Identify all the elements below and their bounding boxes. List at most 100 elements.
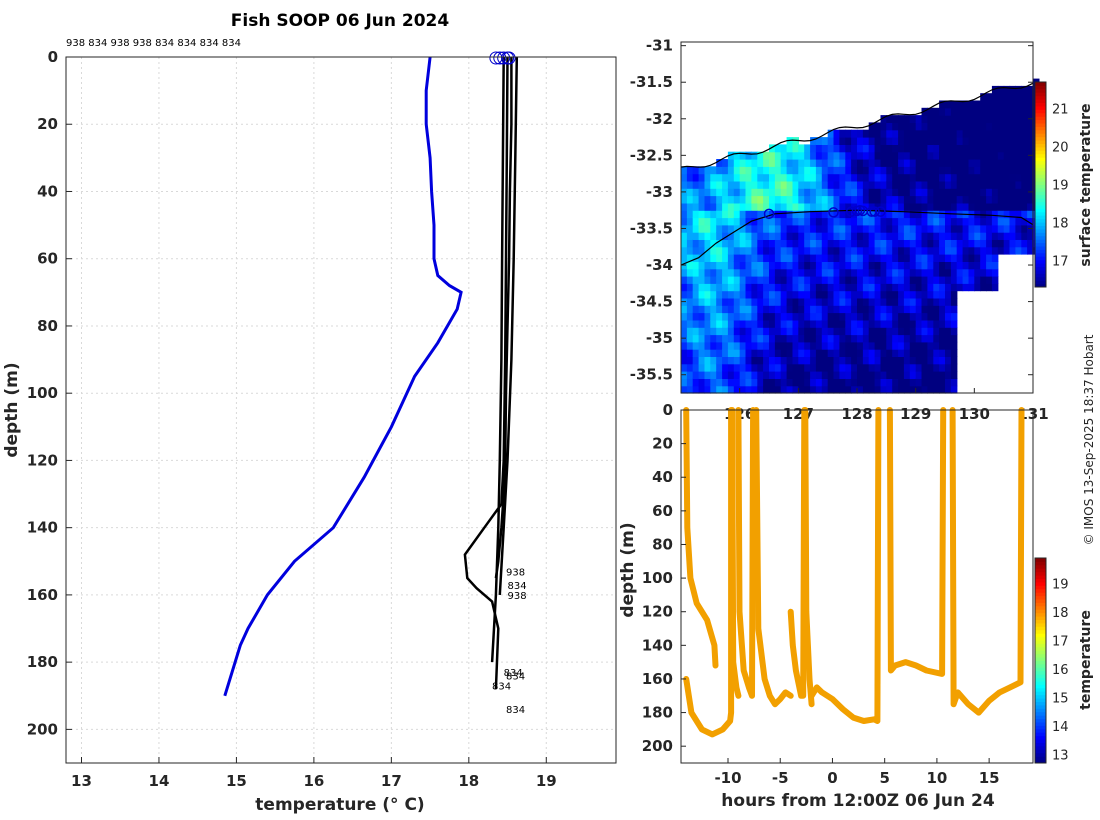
- sst-cell: [991, 180, 999, 189]
- sst-cell: [968, 137, 975, 145]
- sst-cell: [716, 305, 723, 314]
- sst-cell: [1003, 202, 1011, 211]
- sst-cell: [692, 312, 700, 321]
- sst-cell: [845, 239, 852, 248]
- sst-cell: [739, 297, 747, 306]
- sst-cell: [839, 224, 846, 233]
- sst-cell: [798, 371, 805, 379]
- sst-cell: [980, 202, 987, 211]
- sst-cell: [956, 107, 964, 116]
- sst-cell: [821, 254, 829, 262]
- sst-cell: [821, 224, 829, 233]
- sst-cell: [780, 254, 788, 262]
- sst-cell: [915, 202, 923, 211]
- sst-cell: [810, 327, 817, 336]
- sst-cell: [780, 356, 788, 365]
- sst-cell: [710, 261, 717, 270]
- sst-cell: [722, 173, 729, 182]
- sst-cell: [880, 290, 887, 299]
- sst-cell: [1015, 188, 1022, 197]
- sst-cell: [909, 276, 917, 284]
- sst-cell: [757, 261, 764, 270]
- sst-cell: [751, 254, 758, 262]
- sst-cell: [792, 290, 799, 299]
- sst-cell: [722, 246, 729, 255]
- sst-cell: [827, 290, 835, 299]
- sst-cell: [991, 239, 999, 248]
- sst-cell: [868, 312, 876, 321]
- sst-cell: [968, 268, 975, 277]
- profile-id-label: 834: [504, 668, 523, 679]
- sst-cell: [792, 195, 799, 204]
- sst-cell: [886, 137, 893, 145]
- sst-cell: [739, 254, 747, 262]
- sst-cell: [980, 224, 987, 233]
- sst-cell: [692, 319, 700, 328]
- sst-cell: [692, 246, 700, 255]
- sst-cell: [962, 195, 970, 204]
- sst-cell: [939, 319, 946, 328]
- sst-cell: [927, 378, 934, 387]
- sst-cell: [886, 246, 893, 255]
- section-y-tick-label: 200: [642, 737, 673, 755]
- sst-cell: [722, 210, 729, 219]
- sst-cell: [733, 195, 741, 204]
- sst-cell: [751, 217, 758, 226]
- sst-cell: [886, 151, 893, 160]
- sst-cell: [815, 334, 823, 343]
- sst-cell: [1021, 239, 1028, 248]
- sst-cell: [845, 159, 852, 167]
- temperature-colorbar-cell: [1035, 725, 1046, 730]
- sst-cell: [769, 151, 776, 160]
- sst-cell: [933, 115, 940, 123]
- sst-cell: [874, 232, 882, 240]
- sst-cell: [880, 371, 887, 379]
- sst-cell: [909, 173, 917, 182]
- sst-cell: [810, 173, 817, 182]
- sst-cell: [727, 371, 735, 379]
- sst-cell: [845, 385, 852, 394]
- sst-colorbar-cell: [1035, 170, 1046, 175]
- sst-cell: [939, 268, 946, 277]
- sst-cell: [845, 246, 852, 255]
- sst-cell: [692, 217, 700, 226]
- sst-cell: [692, 283, 700, 292]
- sst-cell: [727, 239, 735, 248]
- sst-cell: [862, 363, 870, 372]
- sst-cell: [716, 341, 723, 350]
- sst-cell: [857, 341, 864, 350]
- sst-cell: [903, 385, 911, 394]
- track-marker: [869, 206, 880, 217]
- sst-cell: [698, 305, 706, 314]
- sst-cell: [950, 290, 958, 299]
- sst-colorbar-cell: [1035, 95, 1046, 100]
- profile-x-tick-label: 17: [381, 772, 402, 790]
- sst-cell: [692, 232, 700, 240]
- sst-cell: [1021, 115, 1028, 123]
- sst-cell: [733, 297, 741, 306]
- sst-cell: [991, 93, 999, 102]
- sst-cell: [991, 217, 999, 226]
- sst-cell: [986, 159, 993, 167]
- sst-cell: [1027, 122, 1034, 131]
- sst-cell: [810, 137, 817, 145]
- sst-cell: [939, 363, 946, 372]
- sst-colorbar-cell: [1035, 246, 1046, 250]
- sst-colorbar-tick-label: 17: [1052, 254, 1069, 269]
- sst-cell: [945, 356, 952, 365]
- sst-cell: [874, 159, 882, 167]
- temperature-colorbar-cell: [1035, 677, 1046, 682]
- sst-cell: [763, 283, 770, 292]
- sst-cell: [1003, 195, 1011, 204]
- sst-cell: [792, 349, 799, 357]
- sst-cell: [681, 290, 688, 299]
- sst-cell: [839, 202, 846, 211]
- sst-cell: [751, 297, 758, 306]
- sst-cell: [798, 327, 805, 336]
- sst-cell: [810, 232, 817, 240]
- sst-cell: [798, 202, 805, 211]
- sst-cell: [997, 129, 1005, 138]
- sst-cell: [945, 195, 952, 204]
- sst-cell: [939, 122, 946, 131]
- profile-y-tick-label: 20: [37, 115, 58, 133]
